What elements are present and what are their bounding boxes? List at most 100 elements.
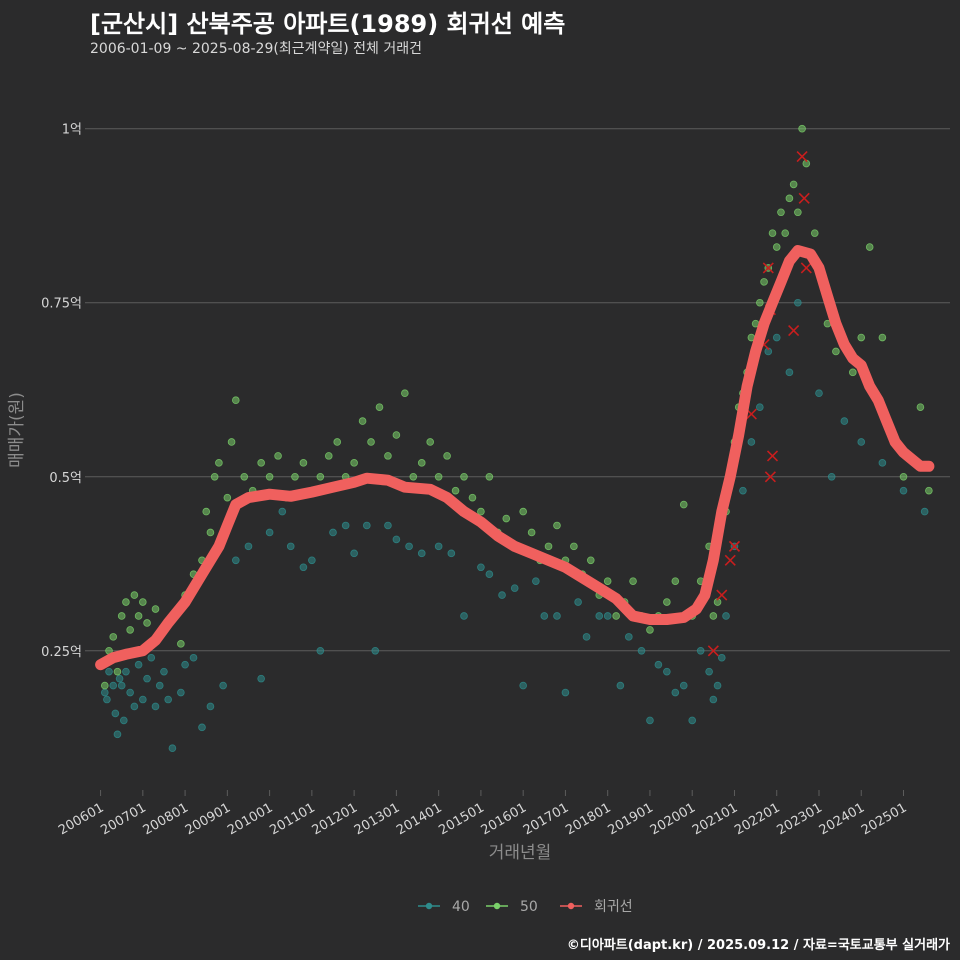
series-40-point: [139, 695, 147, 704]
series-40-point: [899, 486, 908, 495]
series-40-point: [147, 653, 156, 662]
series-50-point: [409, 472, 418, 481]
series-50-point: [210, 472, 219, 481]
series-50-point: [324, 452, 333, 460]
y-axis-title: 매매가(원): [7, 392, 27, 468]
y-axis: 0.25억 0.5억 0.75억 1억: [41, 123, 90, 660]
highlight-x-marker: [766, 450, 779, 462]
x-tick-label: 200601: [56, 800, 106, 838]
series-50-point: [865, 243, 874, 251]
series-40-point: [582, 633, 591, 641]
series-50-point: [760, 278, 768, 286]
x-tick-label: 200901: [183, 800, 233, 838]
series-50-point: [143, 619, 151, 627]
chart-subtitle: 2006-01-09 ~ 2025-08-29(최근계약일) 전체 거래건: [90, 41, 422, 57]
series-50-point: [367, 438, 375, 446]
series-40-point: [920, 507, 929, 516]
series-50-point: [477, 507, 485, 516]
series-40-point: [105, 667, 113, 676]
series-40-point: [316, 646, 325, 655]
y-tick-label: 1억: [62, 123, 82, 138]
series-40-point: [151, 702, 160, 711]
series-40-point: [198, 723, 206, 732]
series-50-point: [109, 633, 118, 641]
series-50-point: [502, 514, 511, 523]
highlight-x-marker: [796, 151, 808, 163]
series-50-point: [231, 396, 240, 404]
x-axis-title: 거래년월: [489, 843, 552, 863]
series-50-point: [122, 598, 130, 606]
x-axis: 2006012007012008012009012010012011012012…: [56, 790, 910, 838]
regression-line: [95, 245, 935, 671]
series-50-point: [274, 452, 282, 460]
series-50-point: [586, 556, 595, 565]
series-40-point: [417, 549, 426, 558]
series-40-point: [103, 695, 111, 704]
series-50-point: [603, 577, 612, 585]
series-50-point: [358, 417, 367, 425]
series-50-point: [629, 577, 637, 585]
series-40-point: [696, 646, 705, 655]
series-40-point: [510, 584, 519, 592]
series-40-point: [595, 612, 604, 620]
legend-item-regression: 회귀선: [560, 899, 633, 915]
grid-layer: [90, 128, 950, 652]
series-40-point: [827, 472, 836, 481]
series-50-point: [519, 507, 527, 516]
series-50-point: [139, 598, 147, 606]
series-50-point: [451, 486, 460, 495]
series-50-point: [916, 403, 925, 411]
series-40-point: [177, 688, 185, 697]
series-50-point: [375, 403, 384, 411]
series-50-point: [544, 542, 553, 551]
series-40-point: [772, 333, 781, 342]
series-40-point: [519, 681, 527, 690]
series-40-point: [113, 730, 122, 739]
series-40-point: [553, 612, 561, 620]
series-40-point: [126, 688, 134, 697]
series-40-point: [329, 528, 337, 537]
y-tick-label: 0.25억: [41, 645, 82, 660]
highlight-x-marker: [728, 540, 741, 552]
series-40-point: [637, 646, 646, 655]
series-50-point: [781, 229, 789, 237]
series-50-point: [527, 528, 536, 537]
series-40-point: [434, 542, 443, 551]
series-40-point: [363, 521, 371, 530]
series-40-point: [747, 438, 756, 446]
highlight-x-marker: [764, 471, 776, 483]
x-tick-label: 201801: [563, 800, 613, 838]
series-40-point: [498, 591, 506, 599]
x-tick-label: 201301: [352, 800, 402, 838]
series-40-point: [679, 681, 688, 690]
series-50-point: [443, 452, 451, 460]
x-tick-label: 200701: [98, 800, 148, 838]
series-50-point: [215, 459, 223, 467]
x-tick-label: 201401: [394, 800, 444, 838]
series-40-point: [717, 653, 726, 662]
series-50-point: [810, 229, 819, 237]
x-tick-label: 201601: [479, 800, 529, 838]
series-40-point: [371, 646, 380, 655]
series-40-point: [709, 695, 718, 704]
highlight-x-marker: [800, 262, 812, 274]
series-50-point: [100, 681, 109, 690]
series-50-point: [553, 521, 561, 530]
x-tick-label: 201701: [521, 800, 571, 838]
series-40-point: [155, 681, 164, 690]
x-tick-label: 201901: [605, 800, 655, 838]
series-40-point: [308, 556, 316, 565]
series-40-point: [654, 660, 663, 669]
series-50-point: [485, 472, 494, 481]
series-50-point: [878, 333, 887, 342]
series-50-point: [777, 208, 785, 217]
series-50-point: [468, 493, 477, 502]
series-50-point: [679, 500, 688, 509]
series-50-point: [333, 438, 342, 446]
series-50-point: [434, 472, 443, 481]
legend-item-40: 40: [418, 899, 470, 915]
series-40-point: [616, 681, 625, 690]
series-40-point: [756, 403, 764, 411]
highlight-x-marker: [716, 589, 728, 601]
series-50-point: [612, 612, 620, 620]
